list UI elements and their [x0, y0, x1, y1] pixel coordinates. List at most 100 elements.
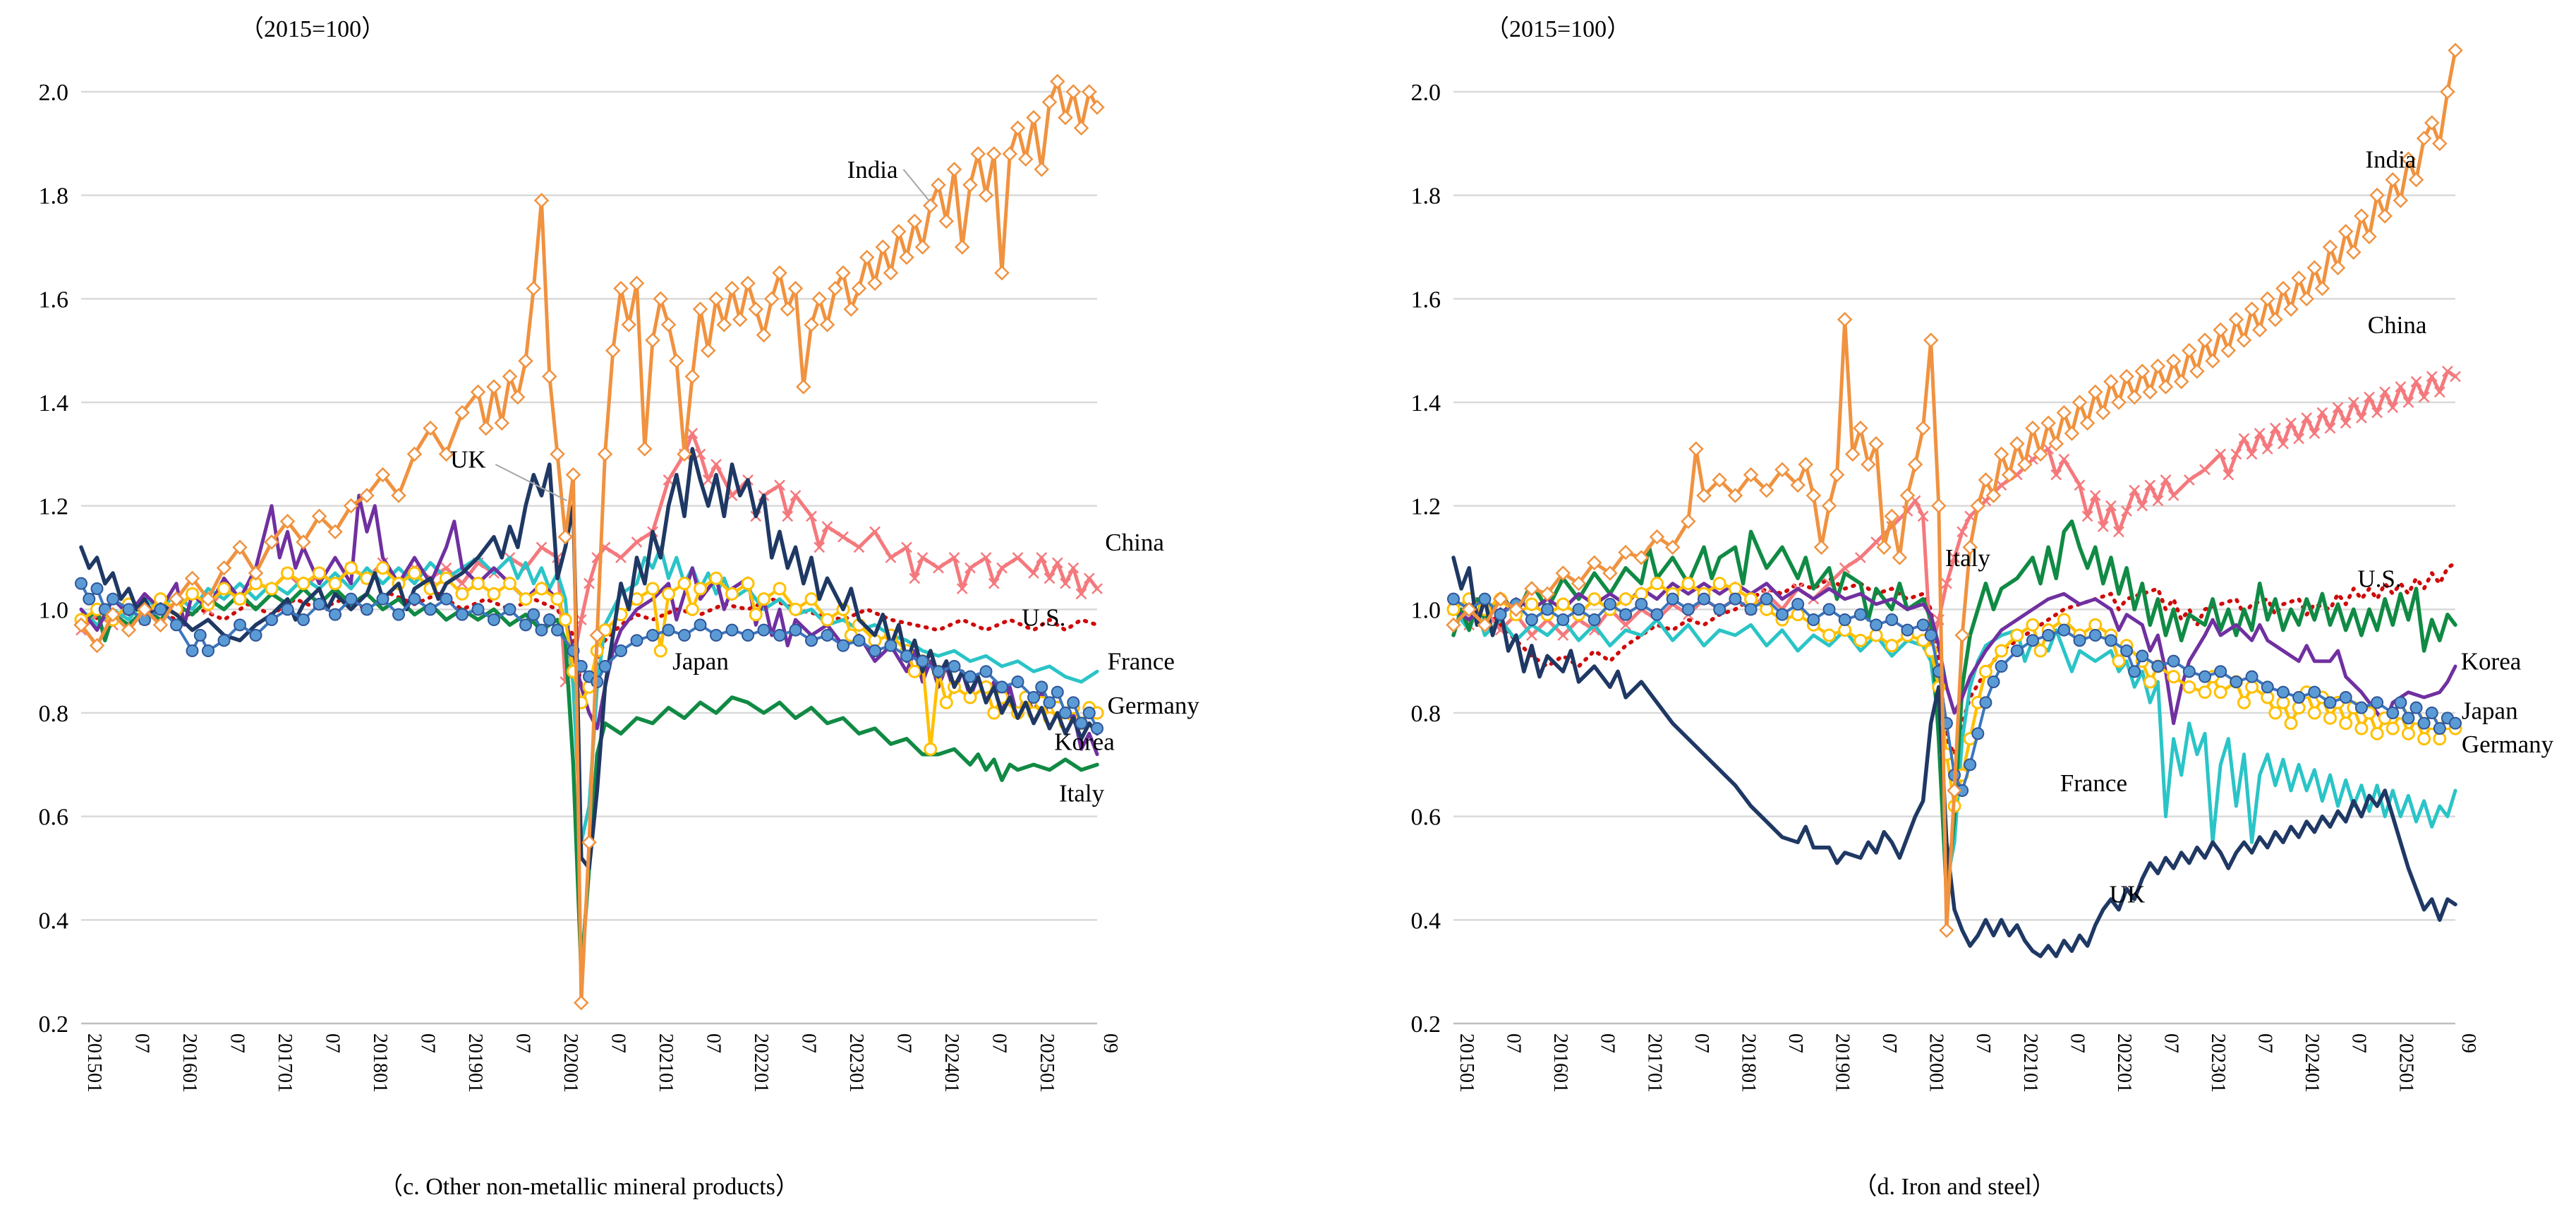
marker-x [1941, 577, 1952, 589]
marker-diamond [200, 591, 216, 607]
x-axis-label: 201801 [369, 1033, 391, 1093]
x-axis-label: 07 [226, 1033, 248, 1053]
marker-circle-open [1995, 644, 2009, 658]
series-label-uk: UK [2110, 881, 2146, 908]
marker-x [1051, 557, 1063, 569]
marker-diamond [1010, 120, 1026, 136]
marker-diamond [819, 317, 835, 332]
marker-circle-filled [710, 629, 722, 642]
marker-circle-open [265, 582, 279, 596]
marker-circle-open [2307, 706, 2321, 720]
marker-diamond [2268, 311, 2283, 328]
marker-circle-filled [281, 603, 294, 616]
marker-diamond [954, 239, 970, 255]
marker-diamond [2393, 193, 2409, 208]
marker-circle-open [694, 582, 707, 596]
marker-x [2144, 479, 2156, 491]
marker-diamond [748, 301, 764, 317]
marker-x [631, 536, 643, 548]
marker-diamond [1884, 508, 1900, 524]
marker-x [2387, 402, 2399, 414]
marker-circle-open [662, 587, 675, 601]
marker-diamond [1845, 446, 1861, 462]
marker-circle-filled [2425, 707, 2438, 719]
marker-x [2097, 521, 2109, 532]
marker-x [2254, 428, 2266, 439]
marker-x [2261, 443, 2273, 455]
marker-circle-filled [900, 649, 913, 663]
marker-circle-filled [948, 660, 961, 673]
marker-x [1854, 552, 1866, 563]
marker-diamond [1978, 472, 1994, 488]
marker-x [2238, 433, 2250, 445]
marker-diamond [1829, 467, 1845, 483]
marker-x [2395, 381, 2407, 392]
marker-x [2269, 422, 2281, 434]
marker-circle-open [646, 582, 660, 596]
marker-diamond [296, 534, 311, 550]
marker-circle-open [2057, 613, 2071, 627]
marker-x [2246, 448, 2258, 460]
marker-diamond [1806, 488, 1822, 503]
marker-circle-open [186, 587, 199, 601]
marker-diamond [1446, 617, 1461, 633]
marker-circle-open [1744, 592, 1758, 606]
x-axis-label: 07 [893, 1033, 915, 1053]
marker-circle-filled [1525, 613, 1538, 626]
marker-circle-filled [1854, 608, 1867, 621]
marker-x [456, 577, 468, 589]
marker-circle-filled [2339, 691, 2352, 704]
marker-circle-filled [1588, 613, 1601, 626]
marker-diamond [1681, 513, 1696, 529]
marker-diamond [859, 249, 875, 265]
marker-diamond [605, 342, 621, 359]
marker-diamond [1907, 457, 1923, 472]
marker-x [988, 577, 1000, 589]
marker-x [2347, 397, 2359, 408]
x-axis-label: 07 [2160, 1033, 2182, 1053]
marker-diamond [565, 467, 581, 483]
marker-circle-filled [193, 629, 207, 642]
x-axis-label: 07 [988, 1033, 1010, 1053]
marker-diamond [946, 162, 962, 177]
marker-circle-filled [186, 644, 199, 657]
marker-circle-filled [2088, 629, 2102, 642]
marker-circle-filled [694, 618, 707, 632]
marker-circle-filled [2182, 665, 2196, 678]
marker-circle-filled [1713, 603, 1727, 616]
marker-circle-filled [1995, 660, 2008, 673]
marker-circle-filled [2104, 634, 2117, 647]
marker-x [440, 562, 452, 574]
y-axis-label: 0.8 [39, 701, 69, 727]
marker-diamond [2440, 84, 2455, 100]
marker-x [2081, 510, 2093, 522]
marker-diamond [2306, 260, 2323, 276]
x-axis-label: 202301 [2207, 1033, 2229, 1093]
marker-diamond [1688, 441, 1704, 457]
x-axis-label: 07 [417, 1033, 439, 1053]
marker-diamond [1664, 539, 1681, 556]
marker-x [2379, 386, 2391, 398]
y-axis-label: 1.6 [1411, 287, 1441, 313]
marker-circle-filled [725, 623, 739, 637]
marker-diamond [2197, 332, 2213, 348]
marker-diamond [137, 601, 152, 618]
marker-diamond [343, 498, 359, 514]
marker-diamond [1524, 581, 1540, 596]
marker-circle-open [2276, 695, 2290, 709]
x-axis-label: 201601 [179, 1033, 200, 1093]
marker-x [1060, 577, 1071, 589]
marker-diamond [2111, 395, 2127, 410]
marker-circle-open [1885, 639, 1899, 653]
x-axis-label: 07 [1972, 1033, 1994, 1053]
marker-circle-filled [1635, 598, 1648, 611]
marker-diamond [883, 265, 899, 281]
marker-x [917, 552, 929, 563]
marker-diamond [2448, 42, 2463, 59]
marker-circle-filled [313, 598, 326, 611]
marker-circle-open [749, 608, 763, 622]
marker-diamond [2103, 373, 2119, 390]
marker-x [1949, 552, 1960, 563]
marker-circle-open [535, 582, 548, 596]
marker-circle-open [1791, 608, 1805, 622]
